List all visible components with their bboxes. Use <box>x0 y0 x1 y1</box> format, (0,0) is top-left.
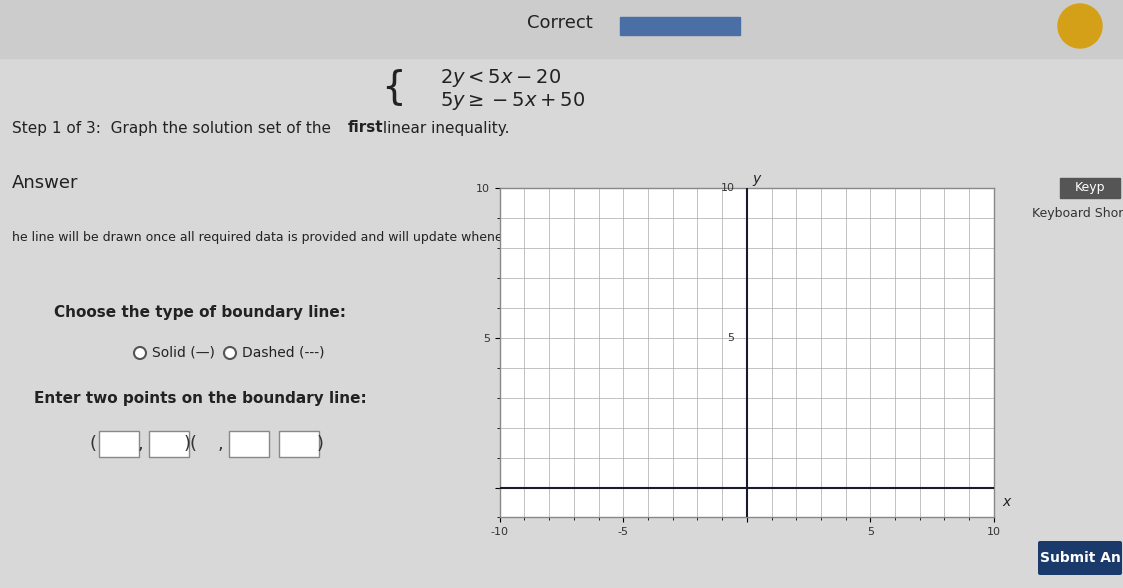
Text: linear inequality.: linear inequality. <box>378 121 510 135</box>
Text: Solid (—): Solid (—) <box>152 346 214 360</box>
FancyBboxPatch shape <box>229 431 270 457</box>
Bar <box>620 17 740 35</box>
Text: he line will be drawn once all required data is provided and will update wheneve: he line will be drawn once all required … <box>12 232 959 245</box>
Circle shape <box>1058 4 1102 48</box>
FancyBboxPatch shape <box>279 431 319 457</box>
Text: x: x <box>1002 496 1011 509</box>
Text: $2y < 5x - 20$: $2y < 5x - 20$ <box>440 67 562 89</box>
Text: ,: , <box>217 435 222 453</box>
Text: ): ) <box>317 435 323 453</box>
Text: )(: )( <box>184 435 198 453</box>
FancyBboxPatch shape <box>99 431 139 457</box>
Text: Enable Zoom/Pan: Enable Zoom/Pan <box>801 269 910 282</box>
Text: (: ( <box>90 435 97 453</box>
Text: 5: 5 <box>728 333 734 343</box>
Text: 10: 10 <box>721 183 734 193</box>
Text: $\{$: $\{$ <box>381 68 403 108</box>
Text: Keyboard Short: Keyboard Short <box>1032 206 1123 219</box>
Text: Enter two points on the boundary line:: Enter two points on the boundary line: <box>34 390 366 406</box>
Text: Step 1 of 3:  Graph the solution set of the: Step 1 of 3: Graph the solution set of t… <box>12 121 336 135</box>
Text: Submit An: Submit An <box>1040 551 1121 565</box>
Text: y: y <box>752 172 760 186</box>
Bar <box>1060 178 1120 198</box>
Text: ,: , <box>137 435 143 453</box>
Circle shape <box>134 347 146 359</box>
Text: Keyp: Keyp <box>1075 182 1105 195</box>
Text: Answer: Answer <box>12 174 79 192</box>
Circle shape <box>223 347 236 359</box>
Text: first: first <box>348 121 384 135</box>
Text: Correct: Correct <box>527 14 593 32</box>
Text: Choose the type of boundary line:: Choose the type of boundary line: <box>54 306 346 320</box>
Text: $5y \geq -5x + 50$: $5y \geq -5x + 50$ <box>440 90 585 112</box>
Bar <box>0 0 1123 58</box>
FancyBboxPatch shape <box>149 431 189 457</box>
Text: Dashed (---): Dashed (---) <box>241 346 325 360</box>
FancyBboxPatch shape <box>1038 541 1122 575</box>
FancyBboxPatch shape <box>788 260 922 290</box>
